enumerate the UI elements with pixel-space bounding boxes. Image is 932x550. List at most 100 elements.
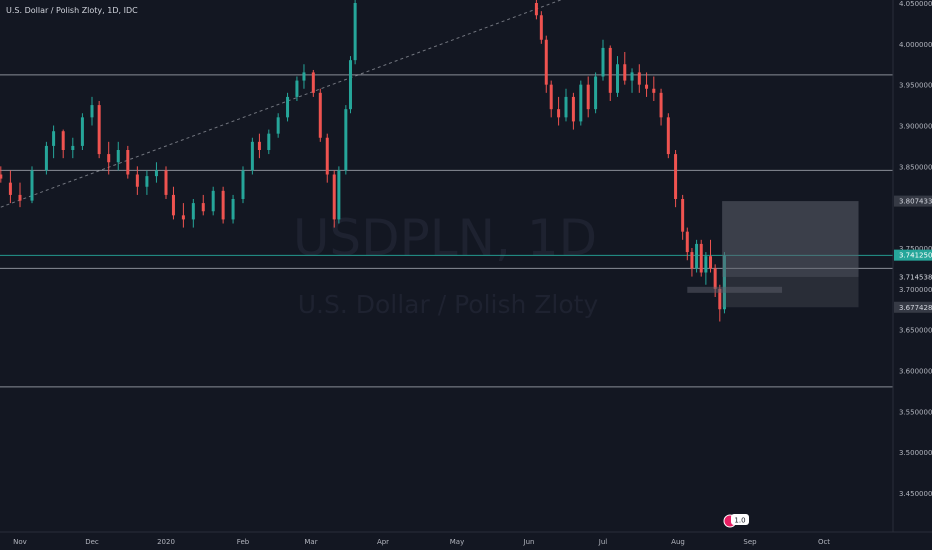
candle-body — [302, 72, 306, 81]
candle-body — [154, 170, 158, 177]
position-target-zone[interactable] — [722, 201, 859, 277]
candle — [353, 0, 357, 65]
y-tick-label: 3.950000 — [899, 82, 932, 90]
position-entry-bar[interactable] — [687, 286, 783, 293]
x-tick-label: Jul — [598, 538, 608, 546]
candle-body — [318, 92, 322, 138]
candle-body — [594, 76, 598, 110]
candle — [52, 125, 56, 159]
candle — [659, 88, 663, 126]
candle-body — [332, 174, 336, 220]
candle — [241, 166, 245, 204]
candle — [332, 170, 336, 228]
candle-body — [8, 182, 12, 195]
candle-body — [221, 190, 225, 220]
candle — [534, 0, 538, 20]
price-label-text: 3.741250 — [899, 252, 932, 260]
candle — [571, 92, 575, 130]
candle-body — [181, 215, 185, 220]
candle — [325, 133, 329, 183]
candle-body — [201, 203, 205, 212]
candle-body — [344, 109, 348, 171]
candle-body — [241, 170, 245, 199]
candle — [616, 56, 620, 97]
candle-body — [616, 64, 620, 93]
candle — [623, 52, 627, 85]
candle-body — [0, 174, 3, 179]
candle — [18, 182, 22, 208]
price-label: 3.807433 — [894, 195, 932, 207]
candle — [302, 64, 306, 89]
trendline[interactable] — [0, 0, 564, 208]
candle — [594, 72, 598, 114]
candle-body — [135, 174, 139, 187]
candle — [637, 64, 641, 93]
candle — [586, 76, 590, 118]
price-label-box — [894, 249, 932, 261]
price-label-text: 3.677428 — [899, 304, 932, 312]
candle — [231, 194, 235, 224]
price-label-box — [894, 301, 932, 313]
price-label: 3.741250 — [894, 249, 932, 261]
candle — [90, 96, 94, 126]
candle — [71, 137, 75, 159]
candle — [579, 80, 583, 126]
y-tick-label: 3.550000 — [899, 408, 932, 416]
candle-body — [601, 47, 605, 77]
candle-body — [30, 170, 34, 201]
candle-body — [549, 84, 553, 110]
candle-body — [145, 176, 149, 187]
candle — [276, 113, 280, 138]
candle-body — [61, 131, 65, 150]
candle-body — [637, 72, 641, 85]
candle — [337, 166, 341, 224]
x-tick-label: Feb — [237, 538, 250, 546]
candle-body — [718, 288, 722, 310]
candle-body — [544, 39, 548, 85]
candle — [549, 80, 553, 118]
candle — [674, 150, 678, 208]
candle — [221, 186, 225, 224]
price-label-text: 3.807433 — [899, 198, 932, 206]
y-tick-label: 3.600000 — [899, 368, 932, 376]
watermark-symbol: USDPLN, 1D — [293, 209, 597, 267]
candle — [8, 170, 12, 204]
x-tick-label: Sep — [743, 538, 757, 546]
candle — [61, 129, 65, 159]
candle-body — [71, 145, 75, 150]
candle-body — [18, 194, 22, 201]
y-tick-label: 3.500000 — [899, 449, 932, 457]
candle — [211, 186, 215, 216]
candle — [608, 45, 612, 101]
price-label-box — [894, 271, 932, 283]
candle-body — [659, 92, 663, 118]
y-tick-label: 4.050000 — [899, 0, 932, 8]
candle-body — [267, 133, 271, 150]
candle-body — [286, 96, 290, 118]
candle-body — [709, 256, 713, 269]
y-tick-label: 3.750000 — [899, 245, 932, 253]
candle-body — [311, 72, 315, 93]
candle-body — [325, 137, 329, 175]
candle-body — [211, 190, 215, 212]
y-tick-label: 3.900000 — [899, 123, 932, 131]
x-tick-label: Jun — [523, 538, 535, 546]
candle — [544, 35, 548, 93]
candle-body — [107, 154, 111, 163]
price-label: 3.677428 — [894, 301, 932, 313]
candle — [344, 105, 348, 175]
tradingview-logo-icon: 1.0 — [723, 514, 749, 528]
y-tick-label: 3.850000 — [899, 163, 932, 171]
candle-body — [353, 3, 357, 61]
candle-body — [722, 255, 726, 310]
candle-body — [571, 96, 575, 122]
candle-body — [623, 64, 627, 81]
candle — [164, 166, 168, 199]
candle — [0, 166, 3, 183]
candle — [318, 88, 322, 142]
y-tick-label: 4.000000 — [899, 41, 932, 49]
candle-body — [80, 117, 84, 146]
x-tick-label: Mar — [304, 538, 317, 546]
candle-body — [652, 88, 656, 93]
